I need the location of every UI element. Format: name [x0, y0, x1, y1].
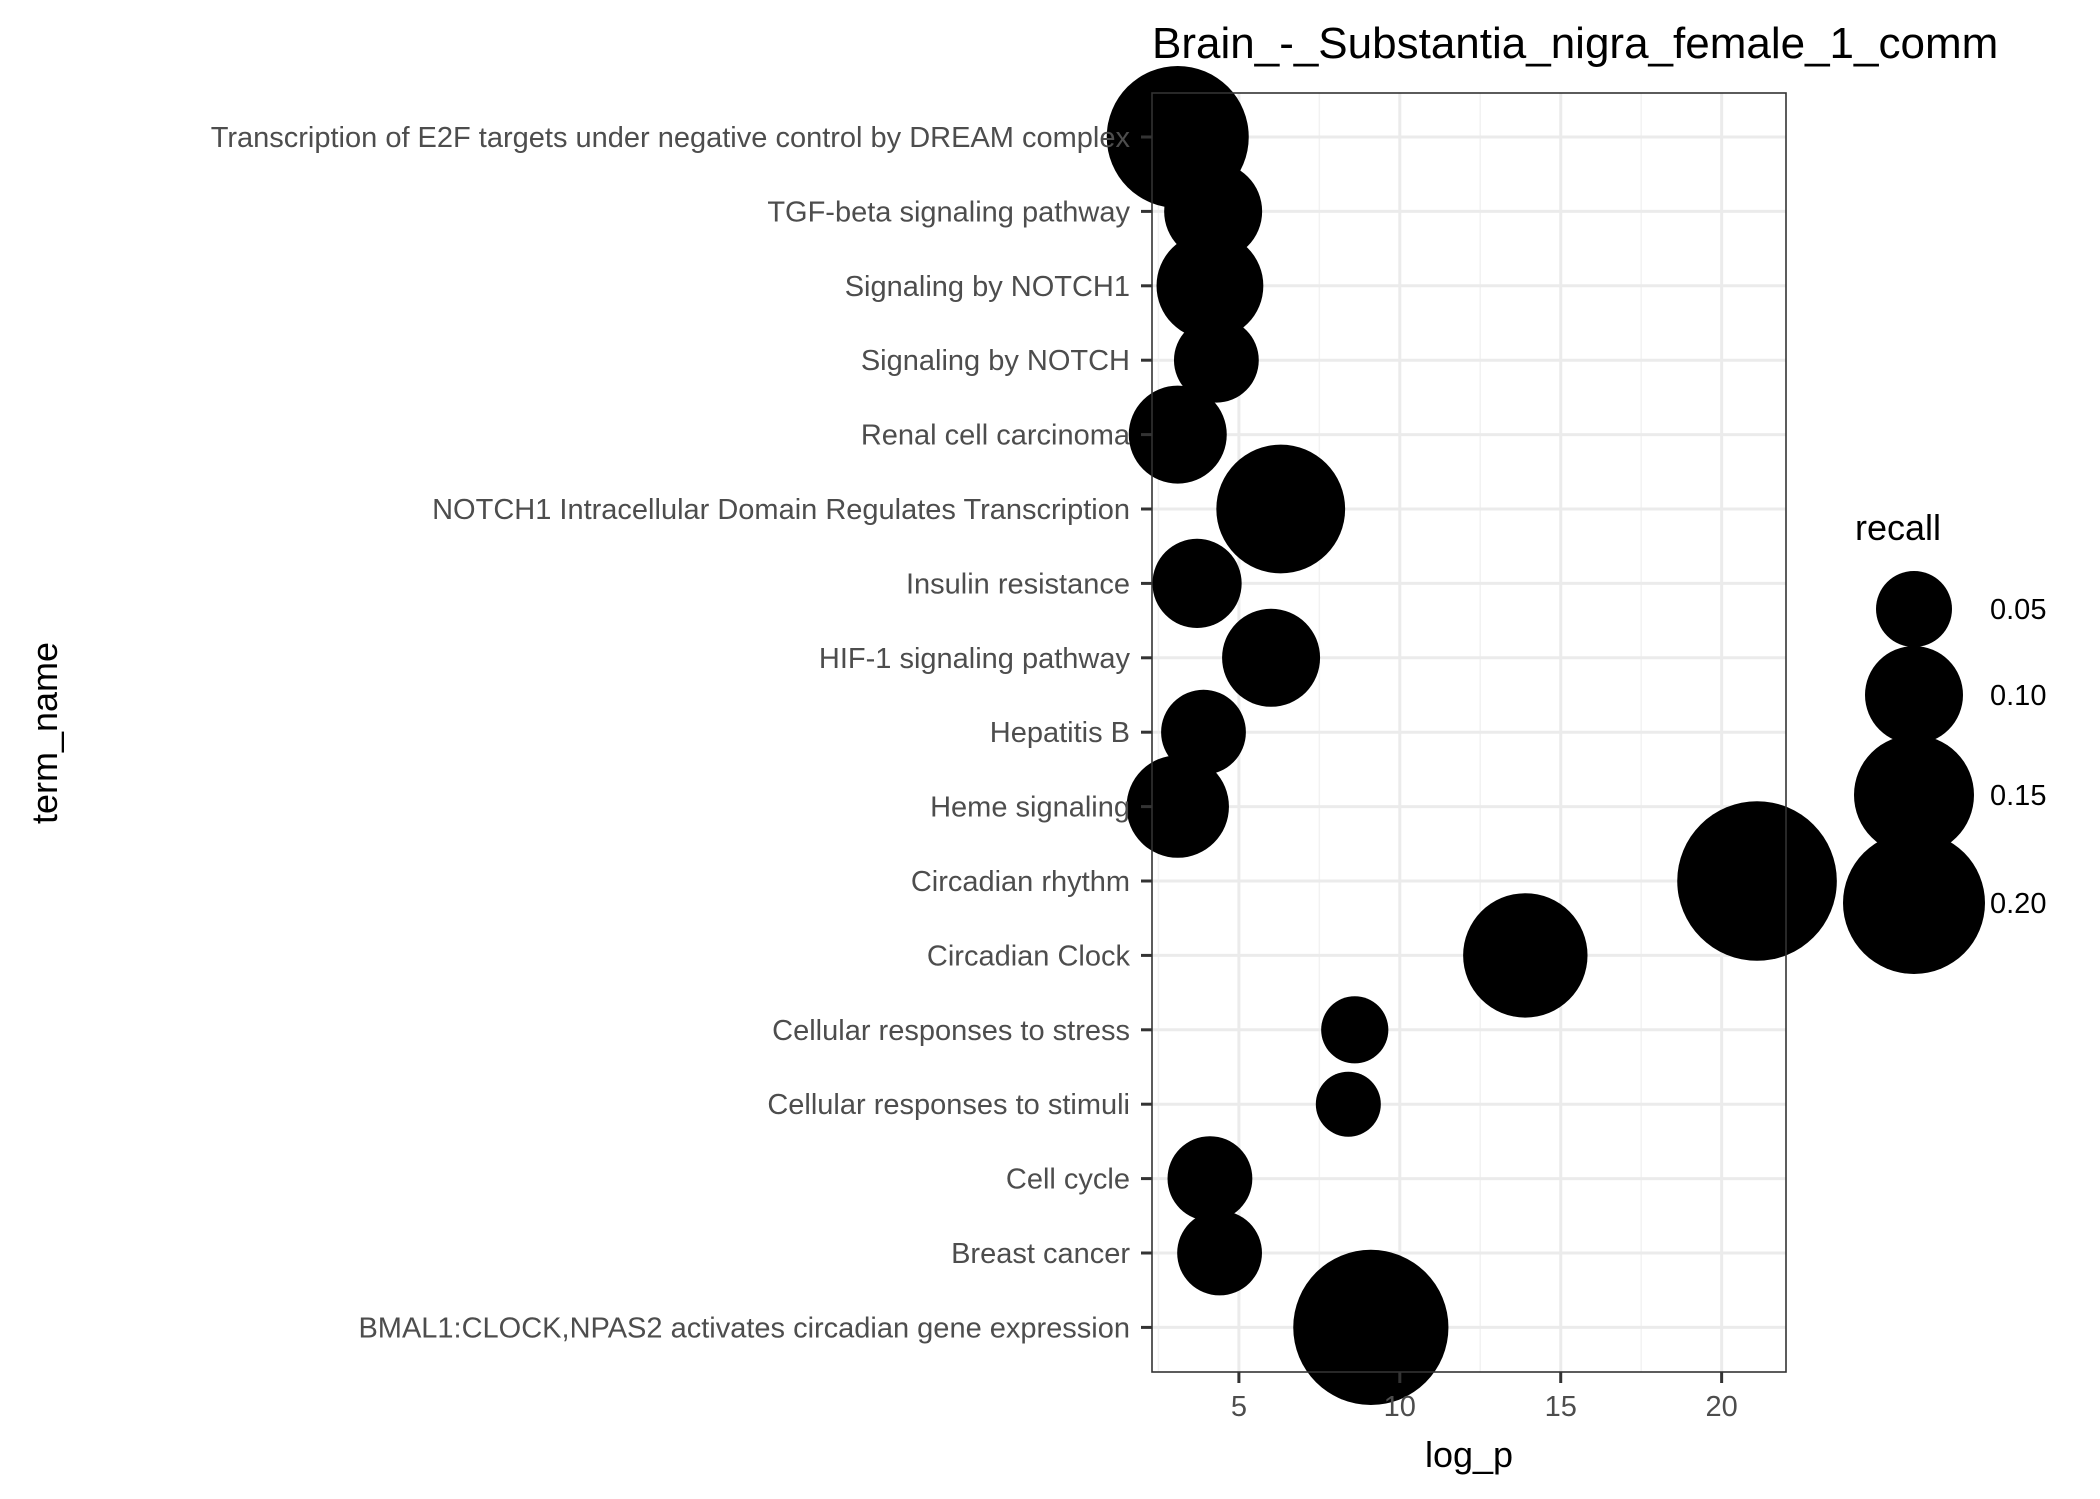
legend-key-circle: [1876, 571, 1952, 647]
legend-key-label: 0.20: [1990, 888, 2046, 920]
y-tick-label: Cell cycle: [1006, 1164, 1130, 1196]
data-point: [1677, 801, 1837, 961]
data-point: [1463, 893, 1588, 1018]
legend-key-circle: [1843, 832, 1985, 974]
legend-key-label: 0.05: [1990, 594, 2046, 626]
y-tick-label: TGF-beta signaling pathway: [767, 196, 1130, 228]
data-point: [1216, 444, 1346, 574]
data-point: [1128, 385, 1227, 484]
data-point: [1161, 689, 1246, 775]
data-point: [1315, 1071, 1381, 1137]
x-tick-label: 10: [1384, 1391, 1416, 1423]
y-tick-label: Transcription of E2F targets under negat…: [211, 122, 1131, 154]
legend-key-circle: [1854, 735, 1974, 855]
data-point: [1164, 162, 1263, 261]
data-point: [1177, 1210, 1262, 1296]
y-tick-label: Insulin resistance: [906, 568, 1130, 600]
data-point: [1173, 317, 1259, 403]
chart-title: Brain_-_Substantia_nigra_female_1_comm: [1152, 19, 1998, 68]
data-point: [1222, 608, 1321, 707]
y-axis-title: term_name: [24, 642, 65, 824]
y-tick-label: Cellular responses to stimuli: [767, 1089, 1130, 1121]
y-tick-label: Signaling by NOTCH1: [845, 271, 1130, 303]
x-tick-label: 15: [1545, 1391, 1577, 1423]
size-legend: recall 0.05 0.10 0.15 0.20: [1843, 507, 2046, 974]
y-tick-label: Cellular responses to stress: [772, 1015, 1130, 1047]
y-axis-ticks: Transcription of E2F targets under negat…: [211, 122, 1152, 1344]
legend-key-circle: [1865, 646, 1963, 744]
y-tick-label: BMAL1:CLOCK,NPAS2 activates circadian ge…: [358, 1312, 1130, 1344]
data-point: [1156, 232, 1264, 340]
y-tick-label: NOTCH1 Intracellular Domain Regulates Tr…: [432, 494, 1130, 526]
data-point: [1152, 538, 1242, 629]
y-tick-label: Heme signaling: [930, 792, 1130, 824]
y-tick-label: HIF-1 signaling pathway: [819, 643, 1131, 675]
y-tick-label: Renal cell carcinoma: [861, 420, 1131, 452]
x-axis-title: log_p: [1425, 1434, 1513, 1475]
data-point: [1321, 996, 1389, 1064]
point-layer: [1106, 66, 1837, 1405]
x-tick-label: 5: [1231, 1391, 1247, 1423]
y-tick-label: Hepatitis B: [990, 717, 1130, 749]
y-tick-label: Signaling by NOTCH: [861, 345, 1130, 377]
legend-title: recall: [1855, 507, 1941, 548]
data-point: [1293, 1249, 1449, 1405]
y-tick-label: Breast cancer: [951, 1238, 1130, 1270]
x-tick-label: 20: [1706, 1391, 1738, 1423]
x-axis-ticks: 5 10 15 20: [1231, 1372, 1738, 1423]
y-tick-label: Circadian rhythm: [911, 866, 1130, 898]
y-tick-label: Circadian Clock: [927, 940, 1131, 972]
legend-key-label: 0.10: [1990, 680, 2046, 712]
data-point: [1167, 1136, 1253, 1221]
legend-key-label: 0.15: [1990, 780, 2046, 812]
